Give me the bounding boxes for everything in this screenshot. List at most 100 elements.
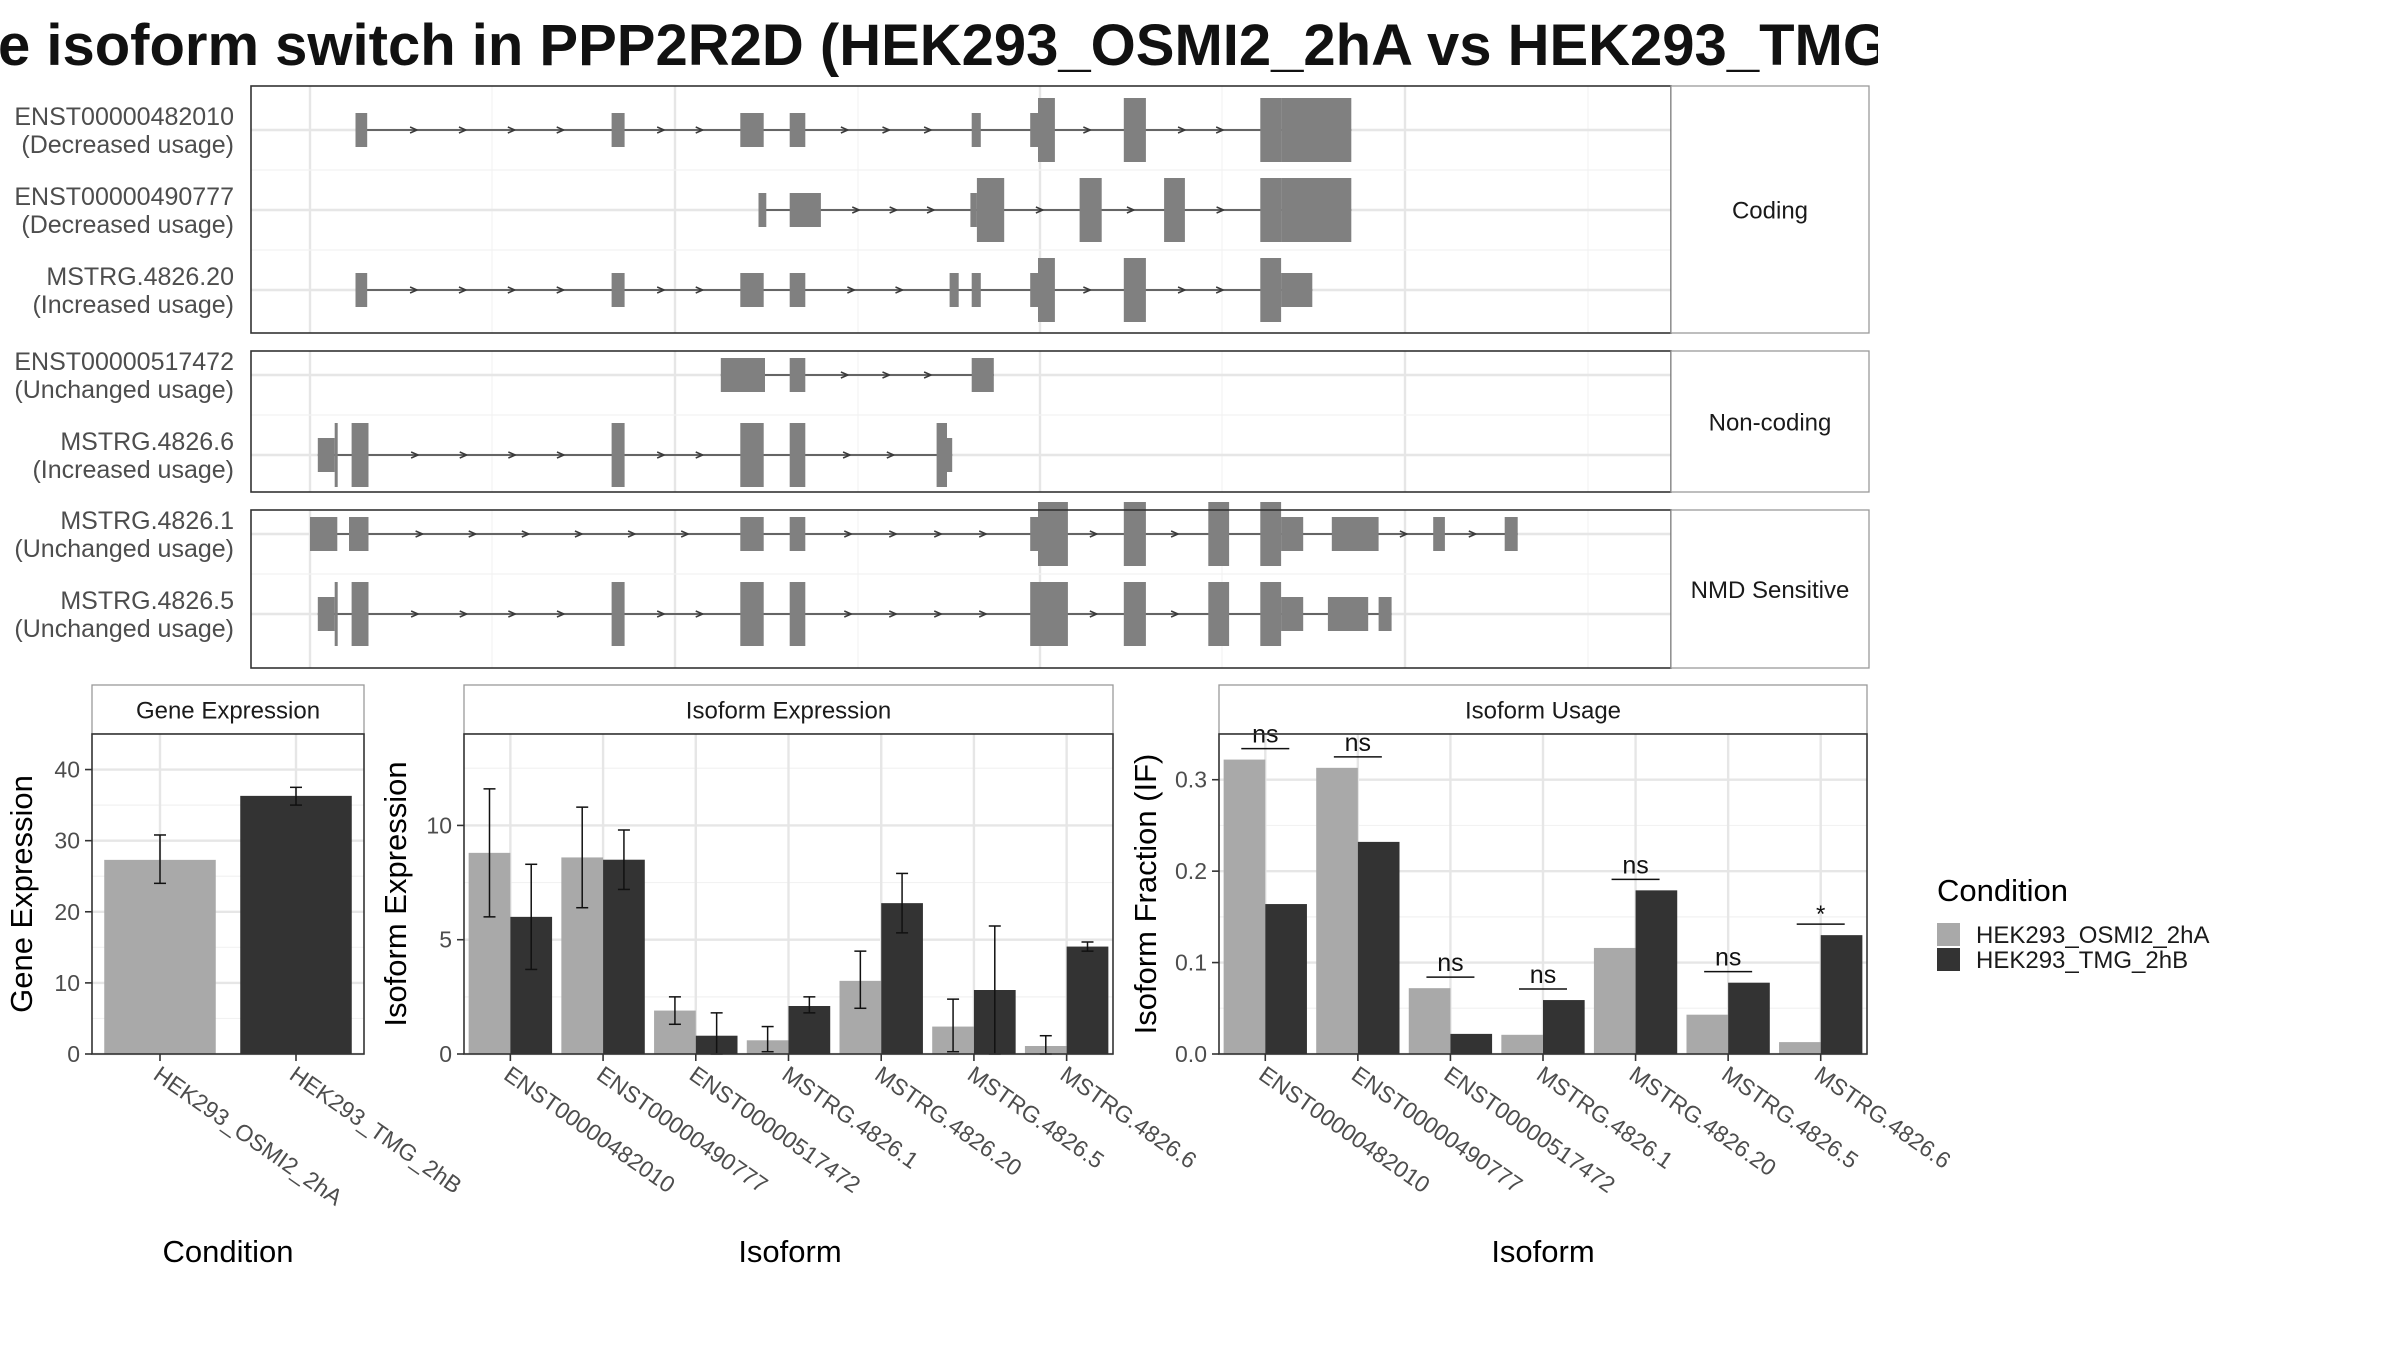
y-tick-label: 0 (67, 1041, 80, 1067)
exon-block (758, 193, 767, 227)
transcript-mstrg-4826-5: MSTRG.4826.5(Unchanged usage) (14, 582, 1392, 646)
transcript-mstrg-4826-1: MSTRG.4826.1(Unchanged usage) (14, 502, 1518, 566)
exon-block (1331, 517, 1379, 551)
intron-direction-arrow (556, 126, 566, 134)
bar (1779, 1042, 1821, 1054)
intron-direction-arrow (627, 530, 637, 538)
intron-direction-arrow (933, 530, 944, 538)
exon-block (789, 517, 806, 551)
bar (1686, 1014, 1729, 1054)
bar (1593, 947, 1636, 1054)
bar (1357, 841, 1400, 1054)
intron-direction-arrow (410, 610, 421, 618)
y-axis-title: Gene Expression (4, 775, 39, 1013)
exon-block (789, 582, 806, 646)
intron-direction-arrow (458, 286, 468, 294)
intron-direction-arrow (1468, 530, 1478, 538)
exon-block (789, 113, 806, 147)
bar (1223, 759, 1266, 1054)
transcript-usage-label: (Decreased usage) (21, 131, 234, 159)
exon-block (334, 423, 338, 487)
bar (1820, 935, 1863, 1054)
exon-block (1038, 502, 1068, 566)
x-tick-label: ENST00000517472 (685, 1061, 865, 1198)
exon-block (740, 273, 764, 307)
x-tick-label: ENST00000490777 (1347, 1061, 1527, 1198)
intron-direction-arrow (1083, 126, 1093, 134)
y-tick-label: 0.0 (1175, 1041, 1207, 1067)
bar (1066, 946, 1109, 1054)
x-axis-title: Isoform (738, 1234, 841, 1269)
exon-block (351, 582, 369, 646)
exon-block (740, 113, 764, 147)
exon-block (1123, 502, 1146, 566)
exon-block (936, 423, 947, 487)
legend-label: HEK293_TMG_2hB (1976, 947, 2188, 974)
exon-block (334, 582, 338, 646)
intron-direction-arrow (656, 610, 667, 618)
exon-block (1164, 178, 1185, 242)
exon-block (611, 582, 625, 646)
exon-block (947, 438, 953, 472)
exon-block (1281, 178, 1352, 242)
x-tick-label: ENST00000482010 (1254, 1061, 1434, 1198)
y-tick-label: 30 (54, 828, 80, 854)
transcript-mstrg-4826-6: MSTRG.4826.6(Increased usage) (32, 423, 953, 487)
bar (603, 859, 645, 1054)
transcript-usage-label: (Decreased usage) (21, 211, 234, 239)
intron-direction-arrow (409, 286, 419, 294)
bar (1543, 1000, 1585, 1054)
intron-direction-arrow (556, 286, 566, 294)
exon-block (740, 582, 764, 646)
exon-block (1123, 582, 1146, 646)
significance-label: ns (1622, 851, 1648, 879)
intron-direction-arrow (1215, 286, 1226, 294)
y-tick-label: 40 (54, 757, 80, 783)
exon-block (1123, 98, 1146, 162)
intron-direction-arrow (695, 286, 705, 294)
chart-title: Isoform Usage (1465, 698, 1621, 725)
bar (1265, 904, 1307, 1054)
intron-direction-arrow (508, 610, 518, 618)
exon-block (740, 517, 764, 551)
exon-block (1260, 258, 1282, 322)
facet-strip (1670, 85, 1870, 334)
bar (1408, 988, 1451, 1054)
significance-label: ns (1437, 949, 1463, 977)
panel-border (1218, 733, 1868, 1055)
exon-block (970, 193, 977, 227)
facet-strip (1670, 350, 1870, 493)
intron-direction-arrow (933, 610, 944, 618)
bar (1450, 1033, 1493, 1054)
intron-direction-arrow (926, 206, 936, 214)
exon-block (1281, 98, 1352, 162)
intron-direction-arrow (1215, 126, 1226, 134)
intron-direction-arrow (1089, 530, 1099, 538)
exon-block (611, 423, 625, 487)
intron-direction-arrow (1170, 530, 1181, 538)
facet-strip (91, 684, 365, 735)
intron-direction-arrow (882, 126, 892, 134)
facet-strip (463, 684, 1114, 735)
exon-block (1433, 517, 1445, 551)
legend-label: HEK293_OSMI2_2hA (1976, 922, 2209, 949)
y-tick-label: 0 (439, 1041, 452, 1067)
exon-block (1123, 258, 1146, 322)
facet-strip-label: Coding (1732, 198, 1808, 225)
exon-block (317, 438, 335, 472)
exon-block (1208, 582, 1230, 646)
intron-direction-arrow (843, 610, 854, 618)
intron-direction-arrow (656, 451, 667, 459)
facet-strip-label: Non-coding (1709, 410, 1832, 437)
facet-strip (1218, 684, 1868, 735)
exon-block (355, 273, 368, 307)
exon-block (1281, 597, 1304, 631)
exon-block (1030, 582, 1068, 646)
intron-direction-arrow (507, 126, 517, 134)
y-tick-label: 10 (54, 970, 80, 996)
exon-block (1030, 113, 1038, 147)
transcript-id-label: MSTRG.4826.20 (46, 263, 234, 291)
intron-direction-arrow (695, 126, 705, 134)
intron-direction-arrow (656, 126, 667, 134)
